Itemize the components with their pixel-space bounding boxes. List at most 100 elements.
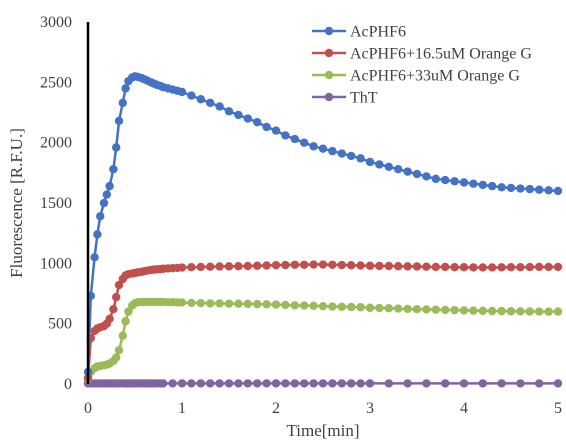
data-point [403,167,412,176]
data-point [328,260,337,269]
data-point [243,261,252,271]
x-tick-label: 1 [178,400,186,417]
data-point [384,261,393,271]
data-point [478,180,487,190]
x-tick-label: 3 [366,400,374,417]
data-point [215,379,224,388]
data-point [469,306,478,315]
data-point [394,165,403,174]
data-point [309,142,318,151]
data-point [262,300,271,309]
data-point [459,379,469,388]
data-point [394,262,403,271]
data-point [488,181,497,191]
data-point [394,304,403,313]
data-point [506,262,516,272]
data-point [450,177,459,186]
data-point [356,303,365,312]
data-point [290,379,299,388]
data-point [196,379,205,388]
data-point [403,379,412,388]
legend-item: AcPHF6+16.5uM Orange G [312,46,532,63]
legend-swatch-marker [324,26,334,36]
data-point [553,379,563,388]
legend-label: AcPHF6+16.5uM Orange G [350,46,532,63]
data-point [114,116,124,126]
data-point [234,262,243,271]
legend-swatch-marker [324,70,334,80]
data-point [347,302,356,312]
data-point [121,84,130,93]
data-point [516,262,525,272]
data-point [234,379,243,388]
data-point [441,175,450,185]
series-line [86,74,559,372]
data-point [337,149,346,158]
y-tick-label: 1500 [40,195,72,212]
data-point [478,306,487,316]
data-point [124,307,133,316]
y-tick-label: 2500 [40,74,72,91]
data-point [281,379,290,388]
data-point [206,299,215,308]
legend-label: ThT [350,90,378,107]
data-point [422,172,431,181]
data-point [356,261,365,270]
data-point [206,379,215,388]
data-point [281,131,290,140]
data-point [365,157,375,167]
data-point [356,154,365,163]
data-point [215,299,224,308]
y-axis-ticks: 0 500 1000 1500 2000 2500 3000 [40,14,72,393]
data-point [506,183,516,193]
data-point [375,261,384,271]
series-1 [83,260,563,383]
data-point [525,307,534,316]
data-point [309,379,318,388]
data-point [187,379,196,388]
data-point [347,261,356,270]
data-point [422,379,431,388]
data-point [441,379,450,388]
data-point [516,184,525,193]
data-point [422,305,431,314]
data-point [243,379,252,388]
data-point [187,298,196,308]
legend-item: AcPHF6+33uM Orange G [312,68,520,85]
data-point [412,304,422,314]
data-point [93,230,102,239]
data-point [290,301,299,310]
data-point [253,379,262,388]
x-axis-title: Time[min] [286,421,359,440]
data-point [290,134,299,144]
y-tick-label: 3000 [40,14,72,31]
data-point [478,379,487,388]
data-point [535,379,544,388]
data-point [450,305,459,315]
data-point [112,143,121,152]
series-2 [83,297,563,384]
series-3 [83,379,563,388]
data-point [535,185,544,194]
data-point [403,262,412,271]
series-layer [83,72,563,388]
data-point [109,304,118,314]
x-tick-label: 0 [84,400,92,417]
data-point [365,303,375,312]
data-point [412,262,422,271]
y-axis-title: Fluorescence [R.F.U.] [7,128,26,278]
data-point [459,306,469,315]
data-point [318,379,328,388]
y-tick-label: 500 [48,316,72,333]
data-point [318,144,328,153]
data-point [253,261,262,270]
data-point [177,298,187,307]
data-point [215,102,224,111]
data-point [506,307,516,316]
data-point [300,301,309,310]
data-point [224,107,234,116]
data-point [459,262,469,272]
data-point [384,162,393,171]
data-point [168,379,177,388]
x-tick-label: 2 [272,400,280,417]
